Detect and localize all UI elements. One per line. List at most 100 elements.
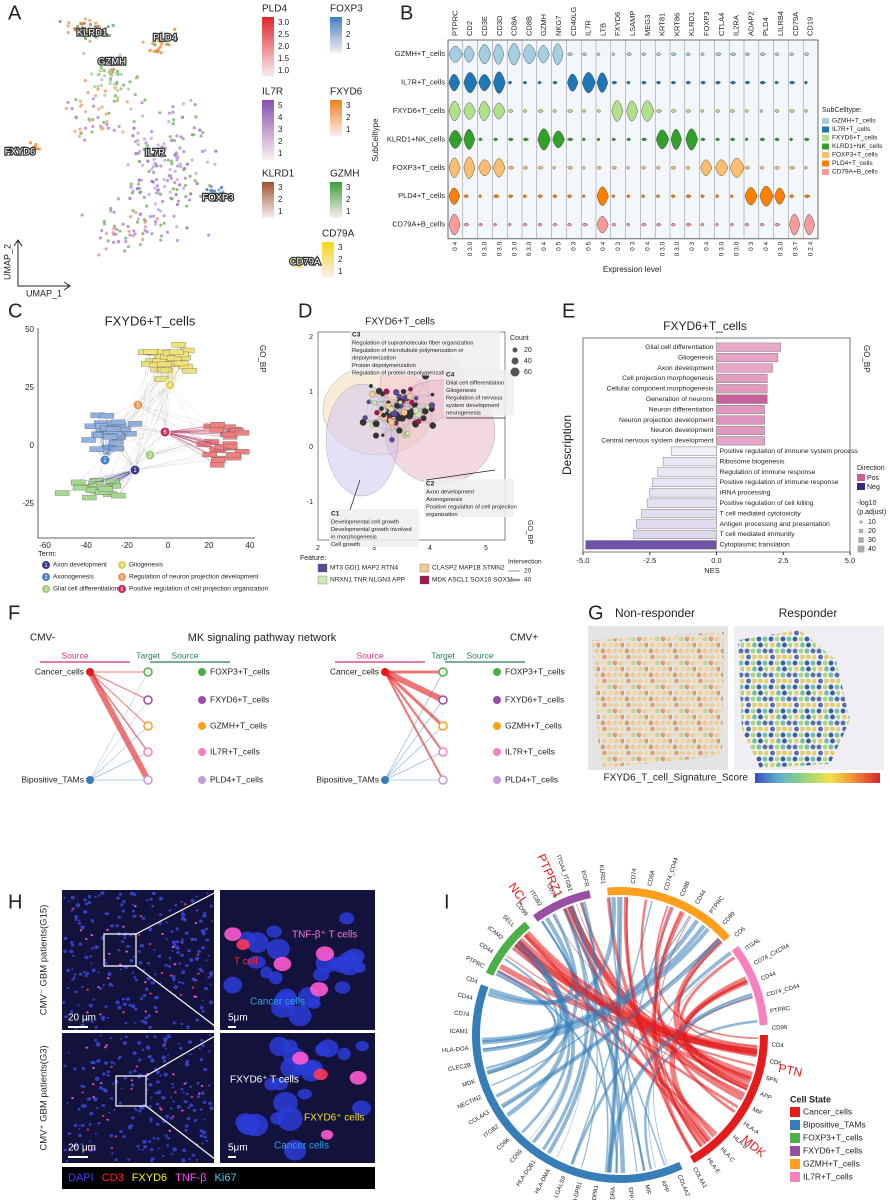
violin bbox=[596, 186, 609, 206]
violin bbox=[507, 109, 514, 113]
nucleus bbox=[90, 962, 93, 965]
marker-cell bbox=[105, 1044, 108, 1047]
violin bbox=[448, 187, 460, 205]
cell-dot bbox=[88, 22, 93, 27]
legend-label: Bipositive_TAMs bbox=[803, 1119, 866, 1129]
nucleus bbox=[159, 1074, 162, 1077]
violin bbox=[537, 80, 542, 85]
marker-cell bbox=[79, 929, 83, 932]
gene-label: FOXP3 bbox=[702, 11, 711, 36]
cell-dot bbox=[198, 128, 202, 132]
violin bbox=[507, 166, 515, 170]
cell-dot bbox=[188, 192, 193, 196]
marker-cell bbox=[172, 1115, 175, 1118]
legend-swatch bbox=[790, 1107, 800, 1117]
legend-swatch bbox=[822, 152, 829, 158]
legend-label: FXYD6+T_cells bbox=[803, 1145, 862, 1155]
nucleus bbox=[78, 1128, 81, 1130]
size-key bbox=[858, 528, 864, 534]
nucleus bbox=[155, 1080, 160, 1084]
nucleus bbox=[113, 1108, 116, 1112]
nucleus bbox=[139, 997, 144, 1001]
annotation-box bbox=[350, 330, 500, 376]
nucleus bbox=[73, 973, 77, 976]
violin bbox=[522, 80, 528, 85]
legend-label: 40 bbox=[524, 577, 532, 584]
cell-dot bbox=[170, 197, 174, 201]
violin bbox=[507, 137, 514, 142]
cell-dot bbox=[205, 188, 209, 192]
cell-dot bbox=[165, 230, 170, 234]
gene-label: PTPRC bbox=[450, 10, 459, 36]
violin bbox=[611, 80, 618, 85]
size-key bbox=[858, 537, 864, 543]
cell-dot bbox=[58, 19, 62, 24]
panel-label: F bbox=[8, 602, 20, 624]
chord bbox=[606, 993, 753, 1173]
term-label: Generation of neurons bbox=[646, 396, 714, 403]
violin bbox=[596, 109, 601, 113]
violin bbox=[655, 109, 663, 113]
cell-dot bbox=[188, 198, 192, 202]
axis-label: UMAP_1 bbox=[26, 288, 62, 298]
marker-cell bbox=[86, 1011, 89, 1014]
cell-dot bbox=[66, 30, 70, 35]
marker-cell bbox=[110, 1065, 113, 1068]
nucleus bbox=[94, 1098, 97, 1102]
cell-dot bbox=[146, 159, 150, 163]
edge bbox=[425, 375, 433, 426]
nucleus bbox=[82, 910, 88, 914]
edge bbox=[164, 430, 237, 433]
nucleus bbox=[164, 963, 169, 967]
colorbar-tick: 3 bbox=[346, 101, 351, 110]
nucleus bbox=[122, 1002, 128, 1006]
node-label: Cancer_cells bbox=[35, 666, 84, 676]
cell-dot bbox=[83, 138, 87, 142]
gene-node bbox=[388, 419, 395, 426]
nucleus bbox=[176, 950, 180, 955]
cluster-term: Regulation of microtubule polymerization… bbox=[352, 348, 464, 354]
gene-node bbox=[414, 402, 418, 406]
marker-cell bbox=[292, 1051, 309, 1065]
image-title: Non-responder bbox=[615, 606, 695, 620]
cell-dot bbox=[300, 262, 304, 266]
cell-dot bbox=[83, 109, 88, 114]
edge bbox=[108, 384, 171, 437]
row-label: GZMH+T_cells bbox=[395, 49, 445, 58]
cell-dot bbox=[106, 25, 110, 29]
gene-label: HLA-DMA bbox=[534, 1168, 552, 1195]
chord bbox=[565, 907, 666, 1166]
marker-cell bbox=[180, 1109, 184, 1112]
violin bbox=[522, 109, 528, 113]
cell-dot bbox=[112, 99, 116, 103]
nucleus bbox=[185, 964, 189, 968]
cell-dot bbox=[108, 79, 112, 83]
marker-cell bbox=[163, 1043, 166, 1046]
header: Source bbox=[467, 650, 494, 660]
violin bbox=[789, 80, 796, 85]
nucleus bbox=[68, 900, 71, 902]
gene-node bbox=[82, 494, 97, 501]
tissue bbox=[592, 632, 724, 768]
cell-dot bbox=[99, 28, 104, 32]
bar bbox=[716, 353, 779, 363]
cell-dot bbox=[155, 217, 159, 221]
nucleus bbox=[164, 1134, 168, 1138]
nucleus bbox=[131, 1116, 135, 1120]
nucleus bbox=[129, 891, 134, 896]
term-id: 5 bbox=[136, 403, 140, 409]
cell-dot bbox=[189, 98, 193, 102]
cell-dot bbox=[103, 89, 108, 93]
edge bbox=[137, 363, 149, 406]
nucleus bbox=[122, 1135, 126, 1139]
nucleus bbox=[110, 1097, 114, 1100]
cell-dot bbox=[181, 137, 185, 141]
marker-cell bbox=[84, 937, 88, 941]
cell-dot bbox=[161, 199, 165, 204]
nucleus bbox=[337, 1047, 351, 1061]
nucleus bbox=[157, 954, 162, 959]
nucleus bbox=[187, 1106, 191, 1109]
x-tick-label: 2 bbox=[316, 545, 320, 552]
violin bbox=[715, 52, 722, 56]
cell-dot bbox=[175, 154, 179, 158]
